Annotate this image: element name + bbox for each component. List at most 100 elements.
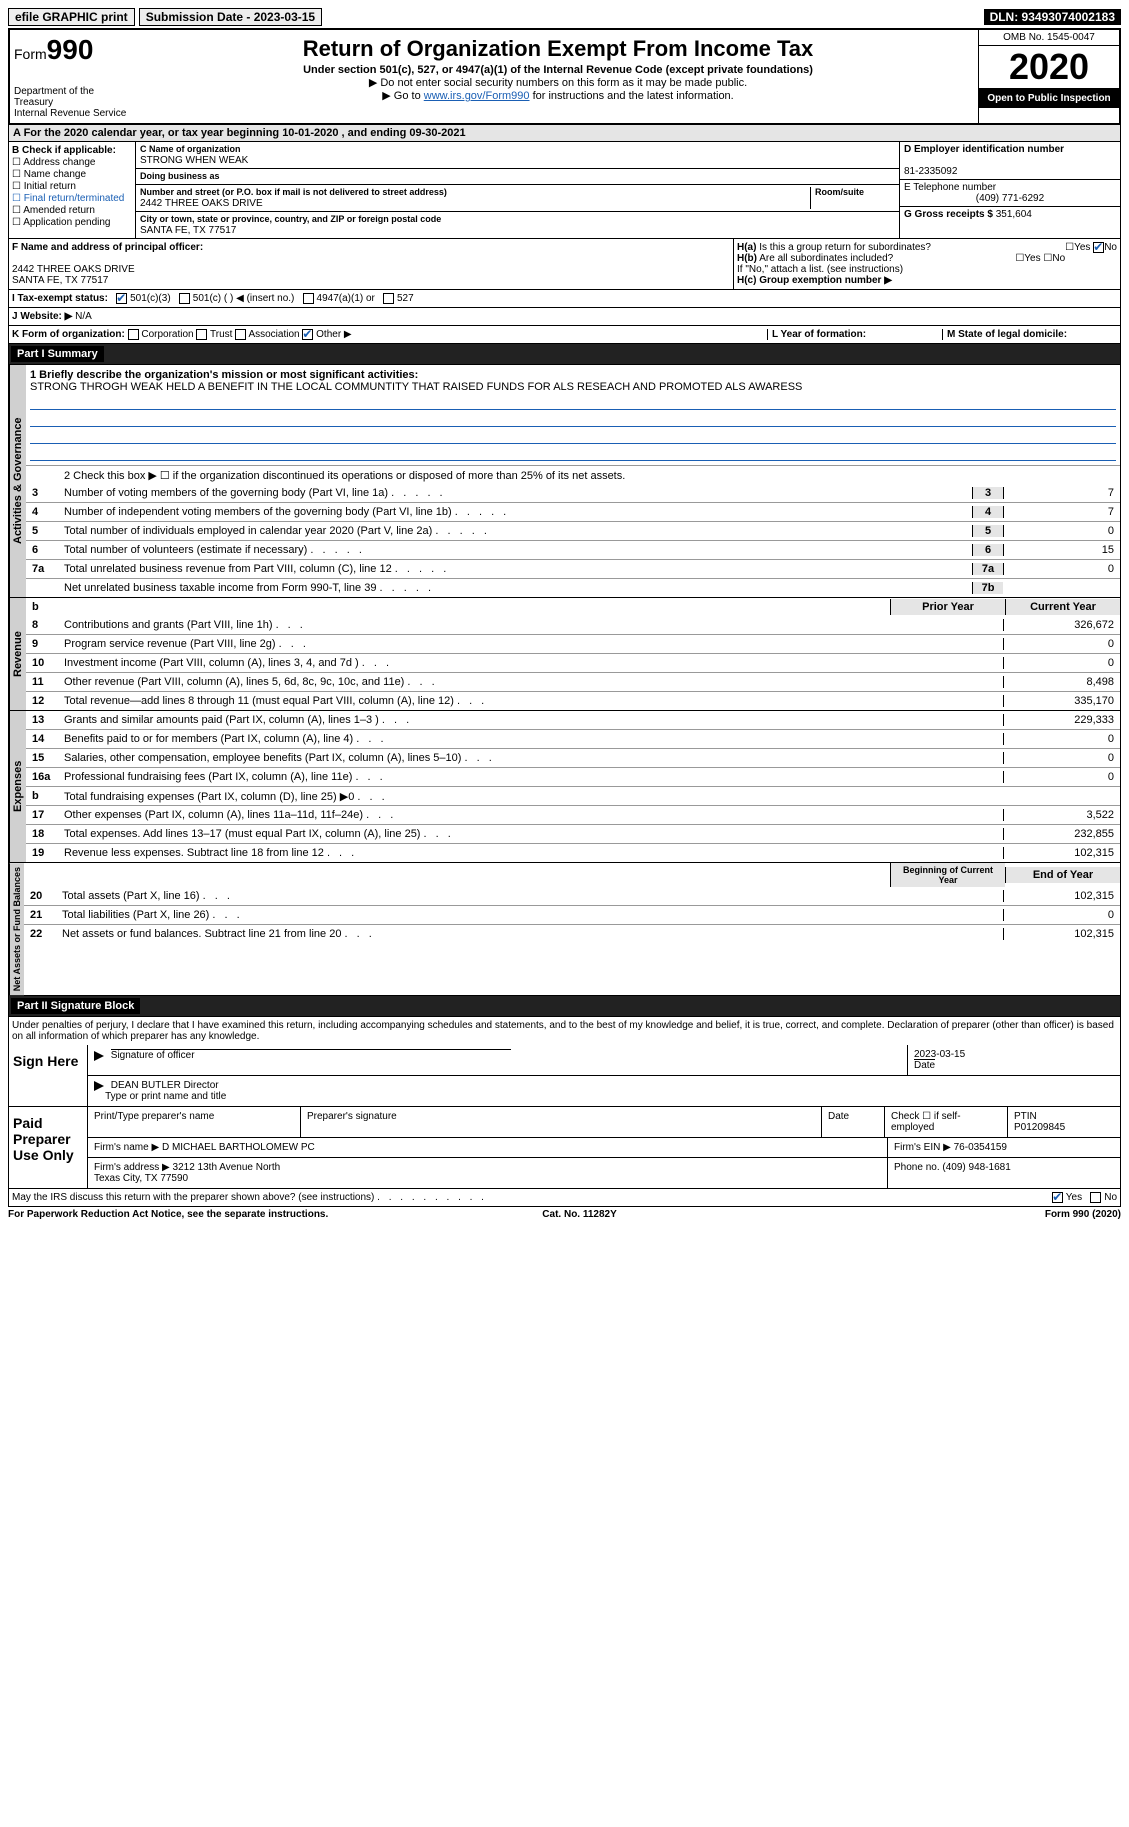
dba-lbl: Doing business as bbox=[140, 171, 220, 181]
mission-text: STRONG THROGH WEAK HELD A BENEFIT IN THE… bbox=[30, 381, 802, 393]
cb-assoc[interactable] bbox=[235, 329, 246, 340]
fin-line: 10Investment income (Part VIII, column (… bbox=[26, 653, 1120, 672]
dln-label: DLN: 93493074002183 bbox=[984, 9, 1121, 25]
cb-discuss-no[interactable] bbox=[1090, 1192, 1101, 1203]
sig-officer-lbl: Signature of officer bbox=[111, 1049, 511, 1061]
cb-501c[interactable] bbox=[179, 293, 190, 304]
addr-val: 2442 THREE OAKS DRIVE bbox=[140, 198, 263, 209]
fin-line: 8Contributions and grants (Part VIII, li… bbox=[26, 616, 1120, 634]
cb-501c3[interactable] bbox=[116, 293, 127, 304]
cb-4947[interactable] bbox=[303, 293, 314, 304]
gov-line: 7aTotal unrelated business revenue from … bbox=[26, 559, 1120, 578]
uline3 bbox=[30, 429, 1116, 444]
page-footer: For Paperwork Reduction Act Notice, see … bbox=[8, 1209, 1121, 1220]
irs-link[interactable]: www.irs.gov/Form990 bbox=[424, 90, 530, 102]
hb-line: H(b) Are all subordinates included? ☐Yes… bbox=[737, 253, 1117, 264]
arrow-icon-2 bbox=[94, 1081, 104, 1091]
b-label: B Check if applicable: bbox=[12, 145, 116, 156]
paid-preparer-lbl: Paid Preparer Use Only bbox=[9, 1107, 88, 1188]
fin-line: 22Net assets or fund balances. Subtract … bbox=[24, 924, 1120, 943]
declaration: Under penalties of perjury, I declare th… bbox=[9, 1017, 1120, 1045]
b-initial: ☐ Initial return bbox=[12, 181, 132, 192]
prep-sig-lbl: Preparer's signature bbox=[301, 1107, 822, 1137]
addr-lbl: Number and street (or P.O. box if mail i… bbox=[140, 187, 447, 197]
h-note: If "No," attach a list. (see instruction… bbox=[737, 264, 1117, 275]
mission-lbl: 1 Briefly describe the organization's mi… bbox=[30, 369, 418, 381]
gov-line: 5Total number of individuals employed in… bbox=[26, 521, 1120, 540]
ptin-val: P01209845 bbox=[1014, 1122, 1065, 1133]
cb-trust[interactable] bbox=[196, 329, 207, 340]
prep-date-lbl: Date bbox=[822, 1107, 885, 1137]
footer-right: Form 990 (2020) bbox=[1045, 1209, 1121, 1220]
faddr-lbl: Firm's address ▶ bbox=[94, 1162, 170, 1173]
curr-year-hdr: Current Year bbox=[1005, 599, 1120, 615]
section-governance: Activities & Governance 1 Briefly descri… bbox=[8, 365, 1121, 598]
section-revenue: Revenue b Prior Year Current Year 8Contr… bbox=[8, 598, 1121, 711]
ha-line: H(a) Is this a group return for subordin… bbox=[737, 242, 1117, 253]
fin-line: 14Benefits paid to or for members (Part … bbox=[26, 729, 1120, 748]
ein-val: 81-2335092 bbox=[904, 166, 957, 177]
irs-label: Internal Revenue Service bbox=[14, 108, 134, 119]
eoy-hdr: End of Year bbox=[1005, 867, 1120, 883]
gross-lbl: G Gross receipts $ bbox=[904, 209, 993, 220]
box-bcd: B Check if applicable: ☐ Address change … bbox=[8, 142, 1121, 239]
open-inspection: Open to Public Inspection bbox=[979, 89, 1119, 108]
uline1 bbox=[30, 395, 1116, 410]
gross-val: 351,604 bbox=[996, 209, 1032, 220]
fin-line: bTotal fundraising expenses (Part IX, co… bbox=[26, 786, 1120, 805]
tax-year: 2020 bbox=[979, 45, 1119, 89]
gov-line: 4Number of independent voting members of… bbox=[26, 502, 1120, 521]
b-addr-change: ☐ Address change bbox=[12, 157, 132, 168]
footer-left: For Paperwork Reduction Act Notice, see … bbox=[8, 1209, 328, 1220]
phone-lbl: Phone no. bbox=[894, 1162, 940, 1173]
cb-discuss-yes[interactable] bbox=[1052, 1192, 1063, 1203]
l-year-lbl: L Year of formation: bbox=[772, 329, 866, 340]
cb-527[interactable] bbox=[383, 293, 394, 304]
fin-line: 13Grants and similar amounts paid (Part … bbox=[26, 711, 1120, 729]
sign-here-lbl: Sign Here bbox=[9, 1045, 88, 1106]
tel-lbl: E Telephone number bbox=[904, 182, 996, 193]
footer-mid: Cat. No. 11282Y bbox=[542, 1209, 616, 1220]
side-expenses: Expenses bbox=[9, 711, 26, 862]
fin-line: 16aProfessional fundraising fees (Part I… bbox=[26, 767, 1120, 786]
uline2 bbox=[30, 412, 1116, 427]
form-subtitle: Under section 501(c), 527, or 4947(a)(1)… bbox=[142, 64, 974, 76]
gov-line: Net unrelated business taxable income fr… bbox=[26, 578, 1120, 597]
city-lbl: City or town, state or province, country… bbox=[140, 214, 441, 224]
fin-line: 21Total liabilities (Part X, line 26) . … bbox=[24, 905, 1120, 924]
side-revenue: Revenue bbox=[9, 598, 26, 710]
section-net: Net Assets or Fund Balances Beginning of… bbox=[8, 863, 1121, 996]
ptin-lbl: PTIN bbox=[1014, 1111, 1037, 1122]
prior-year-hdr: Prior Year bbox=[890, 599, 1005, 615]
name-title-lbl: Type or print name and title bbox=[105, 1091, 226, 1102]
b-pending: ☐ Application pending bbox=[12, 217, 132, 228]
cb-corp[interactable] bbox=[128, 329, 139, 340]
fin-line: 20Total assets (Part X, line 16) . . .10… bbox=[24, 887, 1120, 905]
f-addr: 2442 THREE OAKS DRIVE SANTA FE, TX 77517 bbox=[12, 264, 135, 286]
boc-hdr: Beginning of Current Year bbox=[890, 863, 1005, 887]
part2-title: Part II Signature Block bbox=[9, 996, 1120, 1016]
note-link: ▶ Go to www.irs.gov/Form990 for instruct… bbox=[142, 89, 974, 102]
date-lbl: Date bbox=[914, 1059, 935, 1071]
subdate-btn[interactable]: Submission Date - 2023-03-15 bbox=[139, 8, 322, 26]
room-lbl: Room/suite bbox=[815, 187, 864, 197]
fin-line: 18Total expenses. Add lines 13–17 (must … bbox=[26, 824, 1120, 843]
omb-no: OMB No. 1545-0047 bbox=[979, 30, 1119, 45]
dept-treasury: Department of the Treasury bbox=[14, 86, 134, 108]
ein-lbl: D Employer identification number bbox=[904, 144, 1064, 155]
cb-other[interactable] bbox=[302, 329, 313, 340]
m-state-lbl: M State of legal domicile: bbox=[947, 329, 1067, 340]
part1-title: Part I Summary bbox=[9, 344, 1120, 364]
efile-btn[interactable]: efile GRAPHIC print bbox=[8, 8, 135, 26]
row-fh: F Name and address of principal officer:… bbox=[8, 239, 1121, 290]
line-k: K Form of organization: Corporation Trus… bbox=[8, 326, 1121, 344]
fin-line: 12Total revenue—add lines 8 through 11 (… bbox=[26, 691, 1120, 710]
b-amended: ☐ Amended return bbox=[12, 205, 132, 216]
side-governance: Activities & Governance bbox=[9, 365, 26, 597]
tel-val: (409) 771-6292 bbox=[904, 193, 1116, 204]
prep-name-lbl: Print/Type preparer's name bbox=[88, 1107, 301, 1137]
self-emp-lbl: Check ☐ if self-employed bbox=[885, 1107, 1008, 1137]
period-line: A For the 2020 calendar year, or tax yea… bbox=[8, 125, 1121, 142]
gov-line: 3Number of voting members of the governi… bbox=[26, 484, 1120, 502]
firm-lbl: Firm's name ▶ bbox=[94, 1142, 159, 1153]
